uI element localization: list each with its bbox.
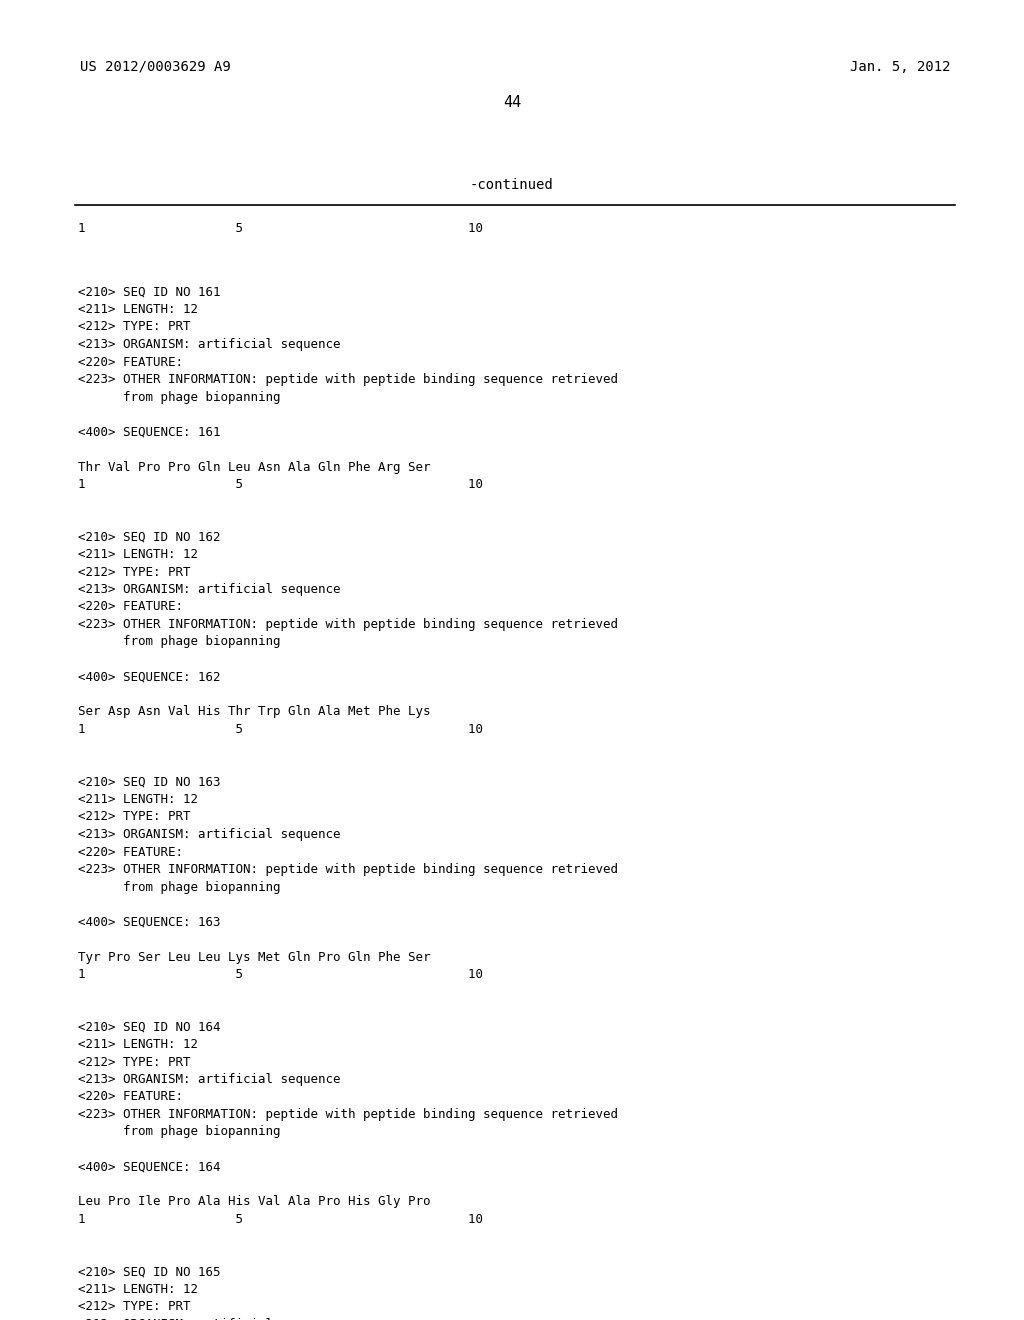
Text: <212> TYPE: PRT: <212> TYPE: PRT xyxy=(78,565,190,578)
Text: <210> SEQ ID NO 163: <210> SEQ ID NO 163 xyxy=(78,776,220,788)
Text: <213> ORGANISM: artificial sequence: <213> ORGANISM: artificial sequence xyxy=(78,828,341,841)
Text: <400> SEQUENCE: 164: <400> SEQUENCE: 164 xyxy=(78,1160,220,1173)
Text: <211> LENGTH: 12: <211> LENGTH: 12 xyxy=(78,304,198,315)
Text: from phage biopanning: from phage biopanning xyxy=(78,1126,281,1138)
Text: <213> ORGANISM: artificial sequence: <213> ORGANISM: artificial sequence xyxy=(78,1317,341,1320)
Text: Ser Asp Asn Val His Thr Trp Gln Ala Met Phe Lys: Ser Asp Asn Val His Thr Trp Gln Ala Met … xyxy=(78,705,430,718)
Text: <213> ORGANISM: artificial sequence: <213> ORGANISM: artificial sequence xyxy=(78,583,341,597)
Text: -continued: -continued xyxy=(470,178,554,191)
Text: <223> OTHER INFORMATION: peptide with peptide binding sequence retrieved: <223> OTHER INFORMATION: peptide with pe… xyxy=(78,1107,618,1121)
Text: <211> LENGTH: 12: <211> LENGTH: 12 xyxy=(78,1283,198,1296)
Text: <212> TYPE: PRT: <212> TYPE: PRT xyxy=(78,321,190,334)
Text: 1                    5                              10: 1 5 10 xyxy=(78,723,483,737)
Text: <400> SEQUENCE: 163: <400> SEQUENCE: 163 xyxy=(78,916,220,928)
Text: <210> SEQ ID NO 164: <210> SEQ ID NO 164 xyxy=(78,1020,220,1034)
Text: <220> FEATURE:: <220> FEATURE: xyxy=(78,846,183,858)
Text: 1                    5                              10: 1 5 10 xyxy=(78,1213,483,1226)
Text: 1                    5                              10: 1 5 10 xyxy=(78,968,483,981)
Text: 1                    5                              10: 1 5 10 xyxy=(78,222,483,235)
Text: <223> OTHER INFORMATION: peptide with peptide binding sequence retrieved: <223> OTHER INFORMATION: peptide with pe… xyxy=(78,374,618,385)
Text: US 2012/0003629 A9: US 2012/0003629 A9 xyxy=(80,59,230,74)
Text: <400> SEQUENCE: 161: <400> SEQUENCE: 161 xyxy=(78,425,220,438)
Text: Leu Pro Ile Pro Ala His Val Ala Pro His Gly Pro: Leu Pro Ile Pro Ala His Val Ala Pro His … xyxy=(78,1196,430,1209)
Text: <223> OTHER INFORMATION: peptide with peptide binding sequence retrieved: <223> OTHER INFORMATION: peptide with pe… xyxy=(78,618,618,631)
Text: <400> SEQUENCE: 162: <400> SEQUENCE: 162 xyxy=(78,671,220,684)
Text: Thr Val Pro Pro Gln Leu Asn Ala Gln Phe Arg Ser: Thr Val Pro Pro Gln Leu Asn Ala Gln Phe … xyxy=(78,461,430,474)
Text: <213> ORGANISM: artificial sequence: <213> ORGANISM: artificial sequence xyxy=(78,338,341,351)
Text: <211> LENGTH: 12: <211> LENGTH: 12 xyxy=(78,793,198,807)
Text: <210> SEQ ID NO 165: <210> SEQ ID NO 165 xyxy=(78,1266,220,1279)
Text: 1                    5                              10: 1 5 10 xyxy=(78,478,483,491)
Text: <211> LENGTH: 12: <211> LENGTH: 12 xyxy=(78,548,198,561)
Text: <211> LENGTH: 12: <211> LENGTH: 12 xyxy=(78,1038,198,1051)
Text: from phage biopanning: from phage biopanning xyxy=(78,635,281,648)
Text: <223> OTHER INFORMATION: peptide with peptide binding sequence retrieved: <223> OTHER INFORMATION: peptide with pe… xyxy=(78,863,618,876)
Text: from phage biopanning: from phage biopanning xyxy=(78,391,281,404)
Text: <210> SEQ ID NO 162: <210> SEQ ID NO 162 xyxy=(78,531,220,544)
Text: <213> ORGANISM: artificial sequence: <213> ORGANISM: artificial sequence xyxy=(78,1073,341,1086)
Text: <212> TYPE: PRT: <212> TYPE: PRT xyxy=(78,1056,190,1068)
Text: from phage biopanning: from phage biopanning xyxy=(78,880,281,894)
Text: <212> TYPE: PRT: <212> TYPE: PRT xyxy=(78,810,190,824)
Text: <210> SEQ ID NO 161: <210> SEQ ID NO 161 xyxy=(78,285,220,298)
Text: Tyr Pro Ser Leu Leu Lys Met Gln Pro Gln Phe Ser: Tyr Pro Ser Leu Leu Lys Met Gln Pro Gln … xyxy=(78,950,430,964)
Text: <220> FEATURE:: <220> FEATURE: xyxy=(78,355,183,368)
Text: 44: 44 xyxy=(503,95,521,110)
Text: <220> FEATURE:: <220> FEATURE: xyxy=(78,1090,183,1104)
Text: <212> TYPE: PRT: <212> TYPE: PRT xyxy=(78,1300,190,1313)
Text: <220> FEATURE:: <220> FEATURE: xyxy=(78,601,183,614)
Text: Jan. 5, 2012: Jan. 5, 2012 xyxy=(850,59,950,74)
